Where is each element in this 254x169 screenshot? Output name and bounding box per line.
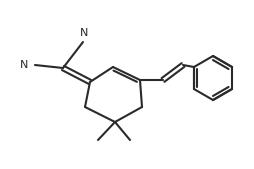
Text: N: N (80, 28, 88, 38)
Text: N: N (20, 60, 28, 70)
